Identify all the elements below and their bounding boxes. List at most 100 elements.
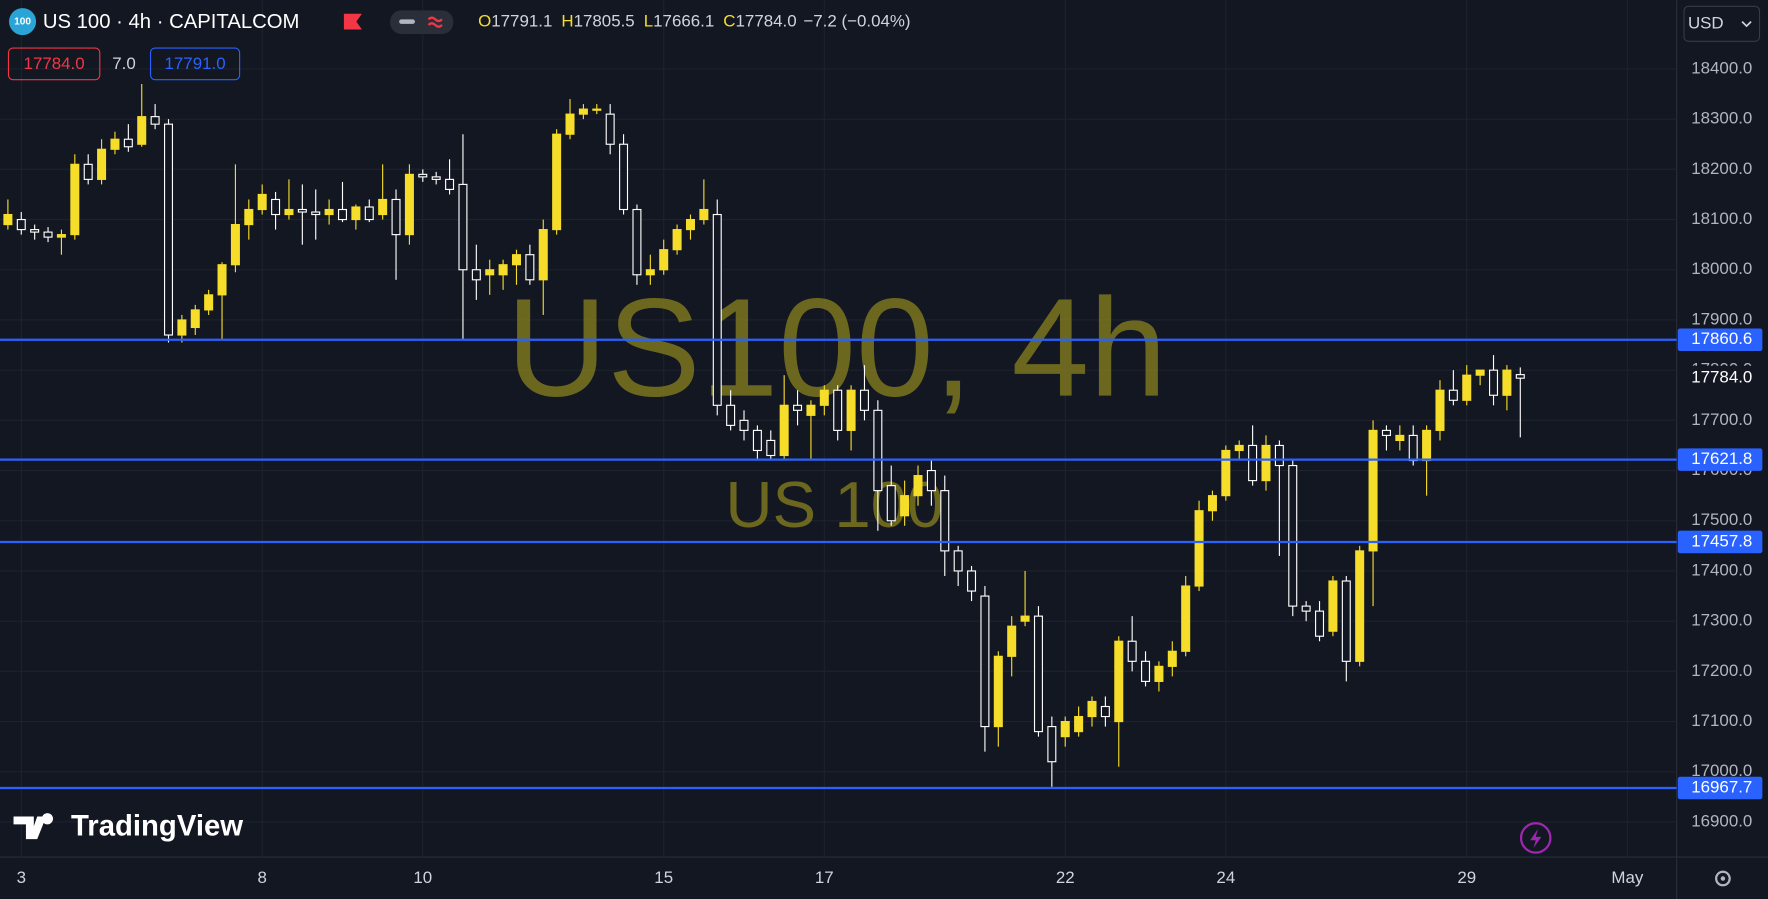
candle-body bbox=[110, 138, 120, 150]
candle-body bbox=[1435, 389, 1445, 431]
candle-body bbox=[1408, 434, 1418, 462]
candle-body bbox=[1114, 640, 1124, 723]
y-tick-label: 18000.0 bbox=[1691, 259, 1752, 278]
candle-body bbox=[1127, 640, 1137, 662]
candle-body bbox=[1475, 369, 1485, 376]
candle-body bbox=[123, 138, 133, 148]
settings-button[interactable] bbox=[1715, 870, 1731, 887]
candle-body bbox=[97, 148, 107, 180]
candle-body bbox=[1315, 610, 1325, 637]
ohlc-value: 17666.1 bbox=[653, 12, 714, 31]
ohlc-key: C bbox=[723, 12, 735, 31]
y-tick-label: 17300.0 bbox=[1691, 611, 1752, 630]
candle-body bbox=[324, 208, 334, 216]
candle-body bbox=[1368, 429, 1378, 552]
candle-body bbox=[431, 176, 441, 180]
spread: 7.0 bbox=[112, 54, 136, 73]
symbol-logo bbox=[9, 8, 37, 36]
toggle-icon bbox=[427, 16, 443, 28]
grid bbox=[0, 0, 1677, 858]
candle-body bbox=[485, 269, 495, 276]
x-tick-label: 8 bbox=[257, 868, 266, 887]
symbol-title[interactable]: US 100 · 4h · CAPITALCOM bbox=[43, 11, 300, 33]
candle-body bbox=[204, 294, 214, 311]
candle-body bbox=[43, 231, 53, 238]
candle-body bbox=[1100, 705, 1110, 718]
hline-price-tag bbox=[1677, 530, 1763, 554]
candle-body bbox=[1154, 665, 1164, 682]
candle-body bbox=[886, 485, 896, 522]
y-tick-label: 17200.0 bbox=[1691, 661, 1752, 680]
y-tick-label: 17400.0 bbox=[1691, 560, 1752, 579]
ohlc-value: 17784.0 bbox=[736, 12, 797, 31]
candle-body bbox=[752, 429, 762, 452]
candle-body bbox=[1221, 449, 1231, 497]
candle-body bbox=[297, 208, 307, 213]
candle-body bbox=[605, 113, 615, 145]
candle-body bbox=[993, 655, 1003, 728]
candle-body bbox=[1167, 650, 1177, 667]
sell-button[interactable] bbox=[7, 47, 101, 81]
candle-body bbox=[498, 264, 508, 276]
candle-body bbox=[632, 208, 642, 276]
candle-body bbox=[351, 206, 361, 221]
y-tick-label: 18100.0 bbox=[1691, 209, 1752, 228]
candle-body bbox=[1355, 550, 1365, 662]
candle-body bbox=[1328, 580, 1338, 632]
flag-icon[interactable] bbox=[343, 13, 362, 30]
candle-body bbox=[150, 116, 160, 125]
candle-body bbox=[471, 269, 481, 281]
toggle[interactable] bbox=[390, 10, 454, 34]
sell-price: 17784.0 bbox=[24, 54, 85, 73]
candle-body bbox=[311, 211, 321, 216]
x-tick-label: 10 bbox=[413, 868, 432, 887]
candle-body bbox=[900, 495, 910, 517]
candle-body bbox=[967, 570, 977, 592]
hline-price-tag bbox=[1677, 448, 1763, 471]
candle-body bbox=[1047, 726, 1057, 763]
candle-body bbox=[1207, 495, 1217, 512]
candle-body bbox=[766, 439, 776, 457]
y-tick-label: 17500.0 bbox=[1691, 510, 1752, 529]
candle-body bbox=[177, 319, 187, 336]
dropdown-arrow bbox=[1741, 20, 1752, 28]
candle-body bbox=[1060, 721, 1070, 738]
candle-body bbox=[659, 249, 669, 271]
candle-body bbox=[565, 113, 575, 135]
candle-body bbox=[940, 490, 950, 552]
candle-body bbox=[511, 254, 521, 266]
candle-body bbox=[1395, 434, 1405, 442]
candle-body bbox=[1181, 585, 1191, 652]
y-tick-label: 16900.0 bbox=[1691, 811, 1752, 830]
buy-price: 17791.0 bbox=[165, 54, 226, 73]
candle-body bbox=[926, 469, 936, 492]
bolt-icon bbox=[1530, 828, 1542, 849]
candle-body bbox=[70, 163, 80, 236]
candle-body bbox=[525, 254, 535, 281]
ohlc-change: −7.2 (−0.04%) bbox=[803, 12, 910, 31]
symbol-logo-text: 100 bbox=[14, 16, 31, 27]
candle-body bbox=[1448, 389, 1458, 401]
candle-body bbox=[217, 264, 227, 296]
candle-body bbox=[230, 224, 240, 266]
candle-body bbox=[1301, 605, 1311, 612]
candle-body bbox=[1462, 374, 1472, 401]
candle-body bbox=[833, 389, 843, 431]
candle-body bbox=[819, 389, 829, 406]
candle-body bbox=[619, 143, 629, 211]
candle-body bbox=[257, 193, 267, 211]
ohlc-key: H bbox=[561, 12, 573, 31]
candle-body bbox=[739, 419, 749, 431]
currency-dropdown[interactable] bbox=[1683, 5, 1761, 42]
hline-price-label: 17860.6 bbox=[1691, 329, 1752, 348]
bolt-button[interactable] bbox=[1519, 822, 1552, 854]
candle-body bbox=[1248, 444, 1258, 482]
candle-body bbox=[271, 198, 281, 216]
hline-price-label: 17457.8 bbox=[1691, 531, 1752, 550]
buy-button[interactable] bbox=[149, 47, 241, 81]
candle-body bbox=[163, 123, 174, 336]
ohlc-key: O bbox=[478, 12, 491, 31]
x-tick-label: 29 bbox=[1457, 868, 1476, 887]
